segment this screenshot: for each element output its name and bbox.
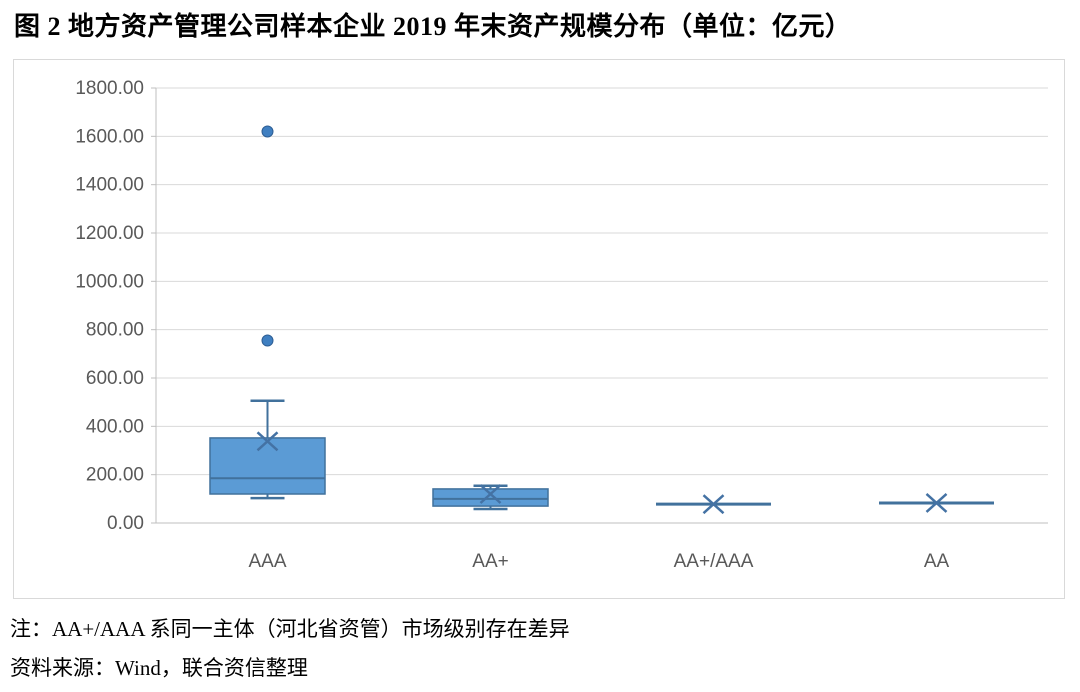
x-axis-category-label: AA+/AAA [674,551,754,572]
y-axis-label: 1200.00 [75,223,144,244]
mean-x-marker [702,494,725,515]
y-axis-label: 400.00 [86,416,144,437]
chart-frame: 0.00 200.00 400.00 600.00 800.00 1000.00 1200.… [13,59,1065,599]
mean-x-marker [479,484,502,504]
y-axis-label: 0.00 [107,513,144,534]
y-axis-label: 1600.00 [75,126,144,147]
x-axis-category-label: AAA [248,551,286,572]
figure-title: 图 2 地方资产管理公司样本企业 2019 年末资产规模分布（单位：亿元） [14,12,852,41]
source-note: 资料来源：Wind，联合资信整理 [10,656,308,680]
boxplot-chart: 0.00 200.00 400.00 600.00 800.00 1000.00 1200.… [75,78,1048,572]
x-axis-category-label: AA [924,551,950,572]
box [209,437,326,495]
y-axis-label: 800.00 [86,320,144,341]
y-axis-label: 200.00 [86,465,144,486]
mean-x-marker [256,431,279,452]
y-axis-label: 1000.00 [75,271,144,292]
y-axis-label: 1800.00 [75,78,144,99]
box [432,488,549,507]
y-axis-label: 1400.00 [75,175,144,196]
mean-x-marker [925,493,948,513]
x-axis-category-label: AA+ [472,551,508,572]
chart-note: 注：AA+/AAA 系同一主体（河北省资管）市场级别存在差异 [10,617,570,641]
y-axis-label: 600.00 [86,368,144,389]
outlier-point [261,125,274,138]
outlier-point [261,334,274,347]
